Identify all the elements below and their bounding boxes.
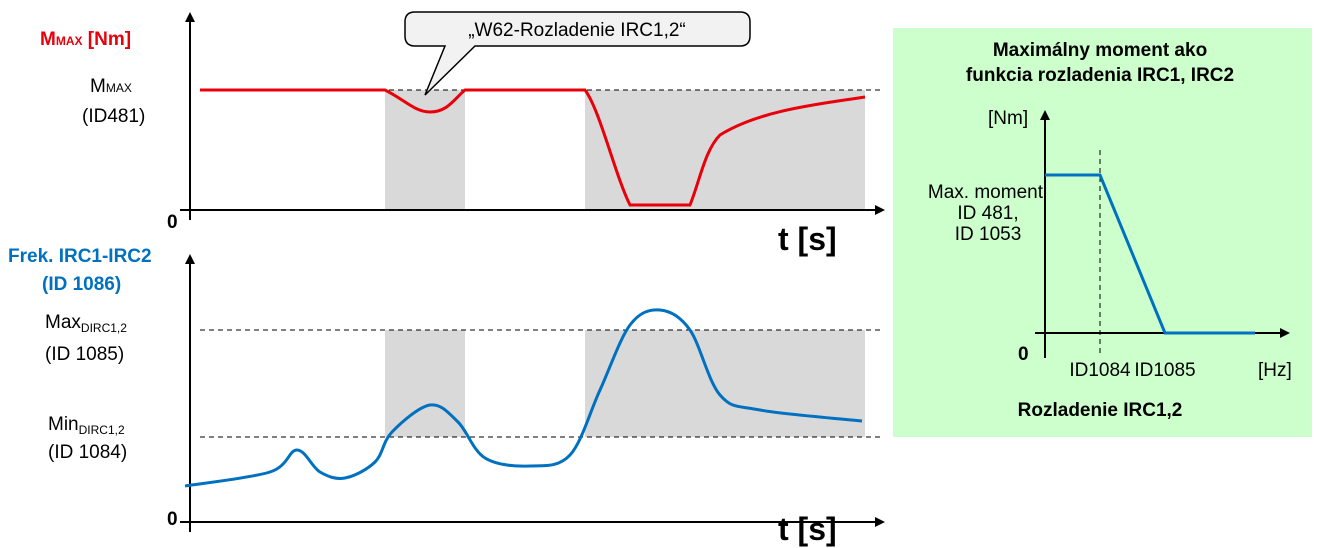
- x-unit: [Hz]: [1258, 360, 1292, 381]
- origin: 0: [167, 509, 178, 530]
- max-id: (ID481): [82, 106, 145, 127]
- max-label: MMAX: [90, 76, 132, 97]
- x-label: Rozladenie IRC1,2: [1018, 400, 1183, 421]
- band: [585, 330, 865, 437]
- min-label: MinDIRC1,2: [48, 414, 125, 437]
- x-tick: ID1084: [1069, 360, 1131, 381]
- axis-label: MMAX [Nm]: [40, 29, 131, 50]
- limit-curve: [1045, 173, 1255, 335]
- frequency-curve: [184, 308, 863, 488]
- band: [385, 330, 465, 437]
- panel-title: funkcia rozladenia IRC1, IRC2: [966, 65, 1234, 86]
- min-id: (ID 1084): [48, 442, 127, 463]
- max-label: MaxDIRC1,2: [45, 312, 127, 335]
- origin: 0: [167, 212, 178, 233]
- band: [585, 90, 865, 210]
- y-label: ID 1053: [955, 224, 1022, 245]
- band: [385, 90, 465, 210]
- time-label: t [s]: [778, 511, 837, 547]
- torque-curve: [200, 88, 866, 207]
- y-label: Max. moment: [928, 182, 1044, 203]
- panel-title: Maximálny moment ako: [993, 40, 1207, 61]
- x-tick: ID1085: [1134, 360, 1195, 381]
- panel: [893, 28, 1312, 437]
- axis-label: Frek. IRC1-IRC2: [8, 246, 152, 267]
- callout-text: „W62-Rozladenie IRC1,2“: [468, 20, 686, 41]
- max-id: (ID 1085): [45, 344, 124, 365]
- callout: [404, 11, 751, 96]
- axis-label: (ID 1086): [42, 274, 121, 295]
- time-label: t [s]: [778, 221, 837, 257]
- y-label: ID 481,: [957, 203, 1018, 224]
- origin: 0: [1018, 344, 1029, 365]
- y-unit: [Nm]: [988, 108, 1028, 129]
